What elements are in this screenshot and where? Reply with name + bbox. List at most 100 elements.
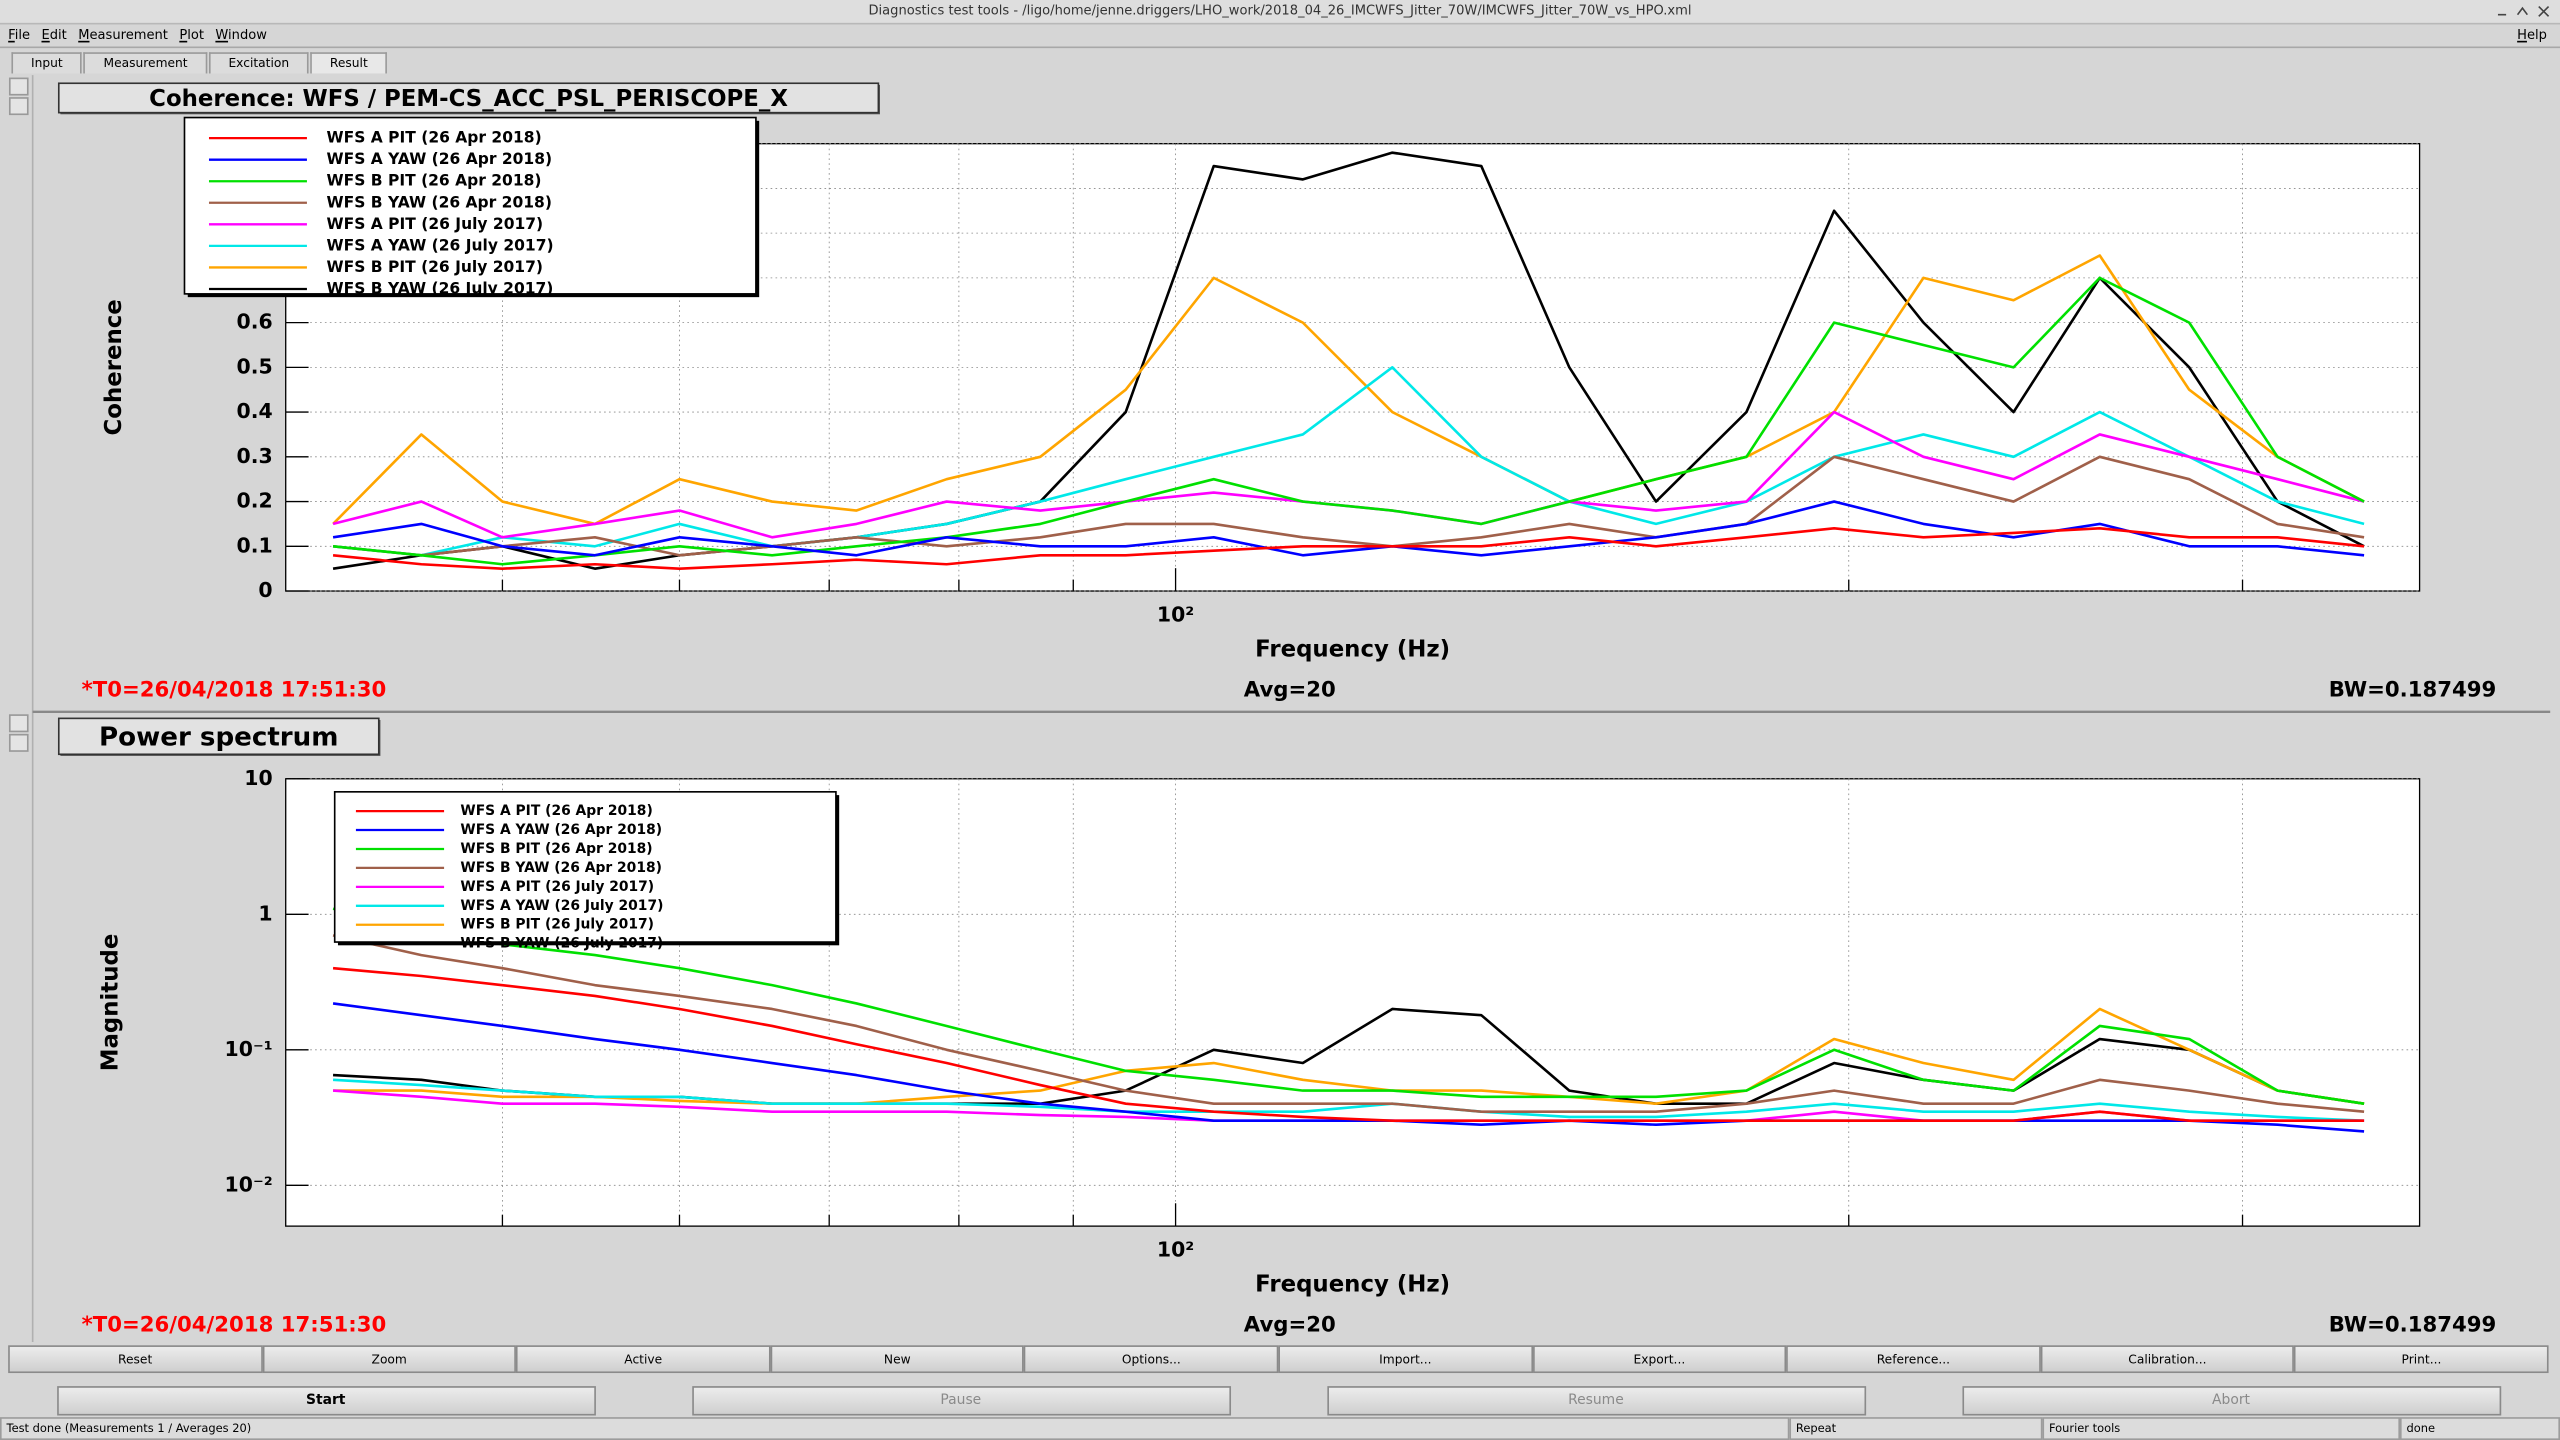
button[interactable]: New <box>770 1345 1025 1374</box>
y-tick-label: 0.6 <box>237 310 273 334</box>
series-line <box>332 907 2365 1105</box>
legend-label: WFS B YAW (26 Apr 2018) <box>327 193 552 211</box>
menu-item[interactable]: Help <box>2517 27 2547 43</box>
tab[interactable]: Excitation <box>208 52 309 74</box>
tab[interactable]: Input <box>11 52 83 74</box>
legend-label: WFS A YAW (26 July 2017) <box>460 898 663 914</box>
x-axis-label: Frequency (Hz) <box>1255 636 1450 662</box>
chart: Power spectrum 10 1 10⁻¹ 10⁻² 10² Frequency (H… <box>57 717 2497 1338</box>
close[interactable] <box>2538 5 2550 17</box>
title-box <box>57 82 880 114</box>
button: Abort <box>1961 1386 2501 1416</box>
status-field: Test done (Measurements 1 / Averages 20) <box>0 1417 1790 1440</box>
button[interactable]: Export... <box>1532 1345 1787 1374</box>
legend-label: WFS A PIT (26 July 2017) <box>327 215 544 233</box>
button[interactable]: Options... <box>1024 1345 1279 1374</box>
y-tick-label: 0.5 <box>237 354 273 378</box>
window-title: Diagnostics test tools - /ligo/home/jenn… <box>0 0 2560 25</box>
series-group <box>332 151 2365 570</box>
y-tick-label: 0.4 <box>237 399 273 423</box>
t0-label: *T0=26/04/2018 17:51:30 <box>82 678 387 703</box>
legend-label: WFS A PIT (26 July 2017) <box>460 879 654 895</box>
legend-label: WFS B PIT (26 July 2017) <box>327 258 543 276</box>
legend-label: WFS B YAW (26 Apr 2018) <box>460 860 662 876</box>
series-line <box>333 1007 2365 1105</box>
chart: Coherence: WFS / PEM-CS_ACC_PSL_PERISCOP… <box>57 82 2497 703</box>
legend <box>183 116 757 295</box>
button[interactable]: Reference... <box>1786 1345 2041 1374</box>
scroll-button[interactable] <box>8 77 29 96</box>
menu-item[interactable]: Plot <box>179 27 204 43</box>
menu-item[interactable]: Edit <box>41 27 67 43</box>
series-line <box>332 276 2365 566</box>
menu-item[interactable]: Measurement <box>78 27 168 43</box>
status-field: Repeat <box>1789 1417 2043 1440</box>
series-line <box>332 254 2365 526</box>
button[interactable]: Print... <box>2294 1345 2549 1374</box>
status-field: Fourier tools <box>2042 1417 2400 1440</box>
y-tick-label: 10 <box>244 766 272 790</box>
series-line <box>332 527 2365 570</box>
legend-label: WFS B PIT (26 Apr 2018) <box>327 172 542 190</box>
series-line <box>332 1078 2365 1122</box>
x-tick-label: 10² <box>1157 1238 1194 1262</box>
x-tick-label: 10² <box>1157 603 1194 627</box>
tab[interactable]: Measurement <box>83 52 208 74</box>
series-line <box>332 366 2365 557</box>
button: Pause <box>691 1386 1231 1416</box>
avg-label: Avg=20 <box>1244 678 1336 703</box>
window-controls[interactable] <box>2495 3 2554 19</box>
button: Resume <box>1326 1386 1866 1416</box>
legend-label: WFS A YAW (26 July 2017) <box>327 236 554 254</box>
button[interactable]: Reset <box>8 1345 263 1374</box>
legend-label: WFS B YAW (26 July 2017) <box>327 279 554 297</box>
series-line <box>332 934 2365 1113</box>
legend-label: WFS A YAW (26 Apr 2018) <box>460 822 662 838</box>
series-group <box>332 907 2365 1133</box>
button[interactable]: Active <box>516 1345 771 1374</box>
menu-item[interactable]: File <box>8 27 31 43</box>
bw-label: BW=0.187499 <box>2329 1313 2497 1338</box>
legend-label: WFS B PIT (26 July 2017) <box>460 917 654 933</box>
legend-label: WFS B PIT (26 Apr 2018) <box>460 841 652 857</box>
series-line <box>332 151 2365 570</box>
button[interactable]: Import... <box>1278 1345 1533 1374</box>
y-tick-label: 0.2 <box>237 489 273 513</box>
menu-bar: File Edit Measurement Plot Window <box>0 24 2560 45</box>
t0-label: *T0=26/04/2018 17:51:30 <box>82 1313 387 1338</box>
series-line <box>332 455 2365 557</box>
y-tick-label: 0.1 <box>237 533 273 557</box>
y-tick-label: 0.3 <box>237 444 273 468</box>
status-field: done <box>2400 1417 2560 1440</box>
legend-label: WFS B YAW (26 July 2017) <box>460 936 663 952</box>
scroll-button[interactable] <box>8 733 29 752</box>
button[interactable]: Zoom <box>262 1345 517 1374</box>
button-row: Reset Zoom Active New Options... Import... Exp… <box>8 1345 2549 1374</box>
button[interactable]: Calibration... <box>2040 1345 2295 1374</box>
maximize[interactable] <box>2516 6 2528 16</box>
chart-title: Power spectrum <box>99 722 338 752</box>
button[interactable]: Start <box>56 1386 596 1416</box>
menu-item[interactable]: Window <box>215 27 267 43</box>
title-box <box>57 717 380 756</box>
tab[interactable]: Result <box>310 52 388 74</box>
chart-title: Coherence: WFS / PEM-CS_ACC_PSL_PERISCOP… <box>149 86 788 112</box>
scroll-button[interactable] <box>8 97 29 116</box>
avg-label: Avg=20 <box>1244 1313 1336 1338</box>
y-tick-label: 0 <box>258 578 272 602</box>
series-line <box>332 966 2365 1122</box>
tab-bar: Input Measurement Excitation Result <box>11 52 389 74</box>
bw-label: BW=0.187499 <box>2329 678 2497 703</box>
legend-label: WFS A YAW (26 Apr 2018) <box>327 150 553 168</box>
y-tick-label: 1 <box>258 901 272 925</box>
scroll-button[interactable] <box>8 714 29 733</box>
legend-label: WFS A PIT (26 Apr 2018) <box>327 129 542 147</box>
status-bar: Test done (Measurements 1 / Averages 20)… <box>0 1417 2560 1440</box>
legend-label: WFS A PIT (26 Apr 2018) <box>460 803 652 819</box>
y-tick-label: 10⁻² <box>225 1172 273 1196</box>
series-line <box>332 500 2365 557</box>
y-axis-label: Magnitude <box>98 934 124 1072</box>
